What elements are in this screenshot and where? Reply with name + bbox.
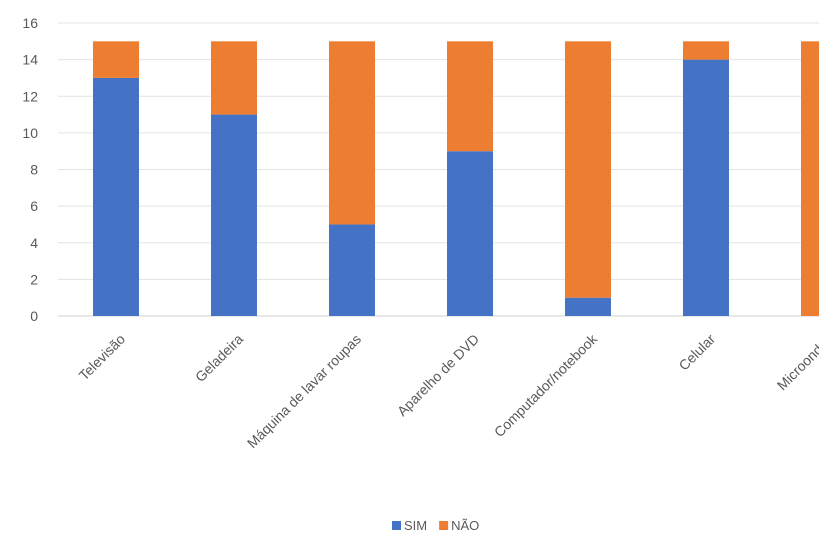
x-category-label: Microondas [774,331,819,393]
bar-segment-nao [801,41,819,316]
bar-segment-sim [93,77,139,316]
y-tick-label: 8 [30,162,38,178]
bar-segment-nao [329,41,375,225]
x-category-label: Celular [675,331,718,374]
legend: SIM NÃO [392,518,479,533]
y-tick-label: 6 [30,198,38,214]
x-category-label: Televisão [76,331,129,384]
bar-segment-nao [93,41,139,78]
legend-swatch-nao [439,521,449,530]
x-category-label: Aparelho de DVD [394,331,482,419]
legend-swatch-sim [392,521,401,530]
legend-label: SIM [404,518,427,533]
x-category-label: Geladeira [192,331,246,385]
y-tick-label: 4 [30,235,38,251]
bar-segment-sim [565,297,611,316]
bar-segment-nao [683,41,729,60]
y-tick-label: 16 [22,15,38,31]
legend-label: NÃO [451,518,479,533]
x-category-label: Computador/notebook [491,330,601,440]
bar-segment-nao [211,41,257,115]
x-category-label: Máquina de lavar roupas [244,331,364,451]
bars [93,41,819,316]
bar-segment-sim [683,59,729,316]
y-tick-label: 0 [30,308,38,324]
y-tick-label: 2 [30,271,38,287]
y-axis-ticks: 0 2 4 6 8 10 12 14 16 [22,15,38,324]
bar-segment-sim [447,151,493,316]
y-tick-label: 14 [22,52,38,68]
bar-segment-nao [565,41,611,298]
bar-segment-nao [447,41,493,152]
bar-segment-sim [211,114,257,316]
y-tick-label: 10 [22,125,38,141]
y-tick-label: 12 [22,88,38,104]
gridlines [58,22,819,317]
bar-segment-sim [329,224,375,316]
